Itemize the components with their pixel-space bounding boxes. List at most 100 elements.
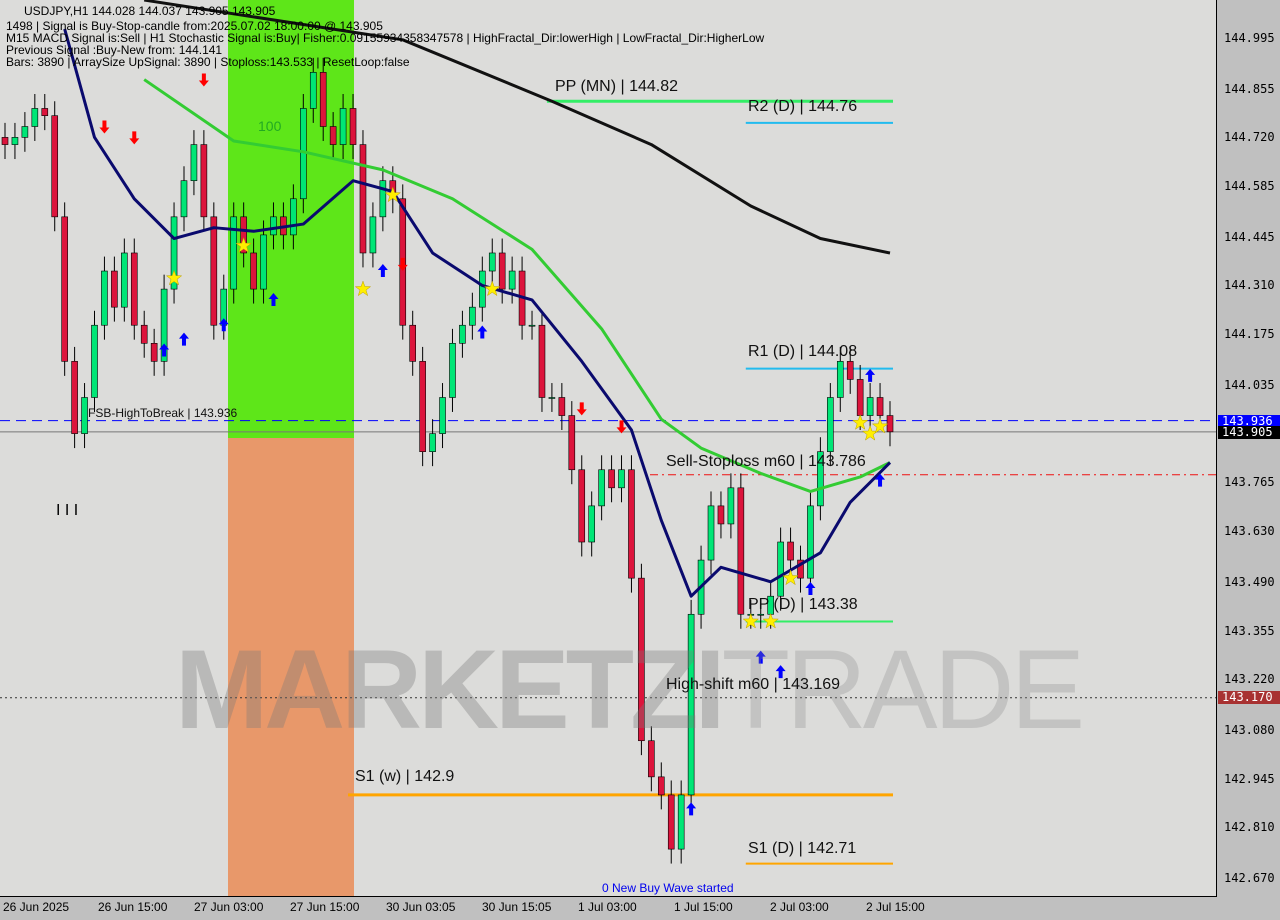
- bear-candle: [61, 216, 68, 362]
- bear-candle: [578, 469, 586, 543]
- bull-candle: [11, 137, 19, 145]
- star-icon: [384, 186, 402, 203]
- buy-arrow-icon: [268, 292, 279, 306]
- bear-candle: [250, 252, 257, 290]
- buy-arrow-icon: [477, 325, 488, 339]
- price-tick-label: 144.720: [1224, 130, 1275, 145]
- bull-candle: [618, 469, 625, 489]
- bull-candle: [290, 198, 297, 236]
- buy-arrow-icon: [775, 665, 786, 679]
- price-tick-label: 143.765: [1224, 475, 1275, 490]
- time-label: 27 Jun 03:00: [194, 900, 264, 914]
- bull-candle: [190, 144, 198, 182]
- bull-candle: [309, 72, 317, 109]
- bull-candle: [31, 108, 39, 127]
- time-label: 30 Jun 03:05: [386, 900, 456, 914]
- bull-candle: [379, 180, 387, 218]
- bull-candle: [429, 433, 436, 452]
- time-label: 1 Jul 03:00: [578, 900, 637, 914]
- bear-candle: [657, 776, 665, 796]
- bear-candle: [140, 324, 148, 344]
- star-icon: [871, 417, 889, 434]
- price-tag: 143.905: [1218, 425, 1280, 439]
- bars-info: Bars: 3890 | ArraySize UpSignal: 3890 | …: [6, 55, 410, 69]
- level-label-sell-stoploss: Sell-Stoploss m60 | 143.786: [666, 453, 866, 470]
- bear-candle: [1, 137, 9, 145]
- bear-candle: [51, 115, 59, 218]
- bear-candle: [359, 144, 367, 254]
- bear-candle: [130, 252, 138, 326]
- time-label: 1 Jul 15:00: [674, 900, 733, 914]
- buy-arrow-icon: [875, 473, 886, 487]
- sell-arrow-icon: [129, 131, 140, 145]
- level-label-pp-d: PP (D) | 143.38: [748, 596, 858, 613]
- bull-candle: [479, 270, 486, 308]
- level-label-s1-d: S1 (D) | 142.71: [748, 840, 857, 857]
- bull-candle: [508, 270, 516, 290]
- time-label: 26 Jun 15:00: [98, 900, 168, 914]
- buy-arrow-icon: [686, 802, 697, 816]
- price-tick-label: 142.945: [1224, 771, 1275, 786]
- level-label-fsb: FSB-HighToBreak | 143.936: [88, 406, 238, 420]
- candlestick-chart: [0, 0, 1216, 896]
- bear-candle: [319, 72, 327, 127]
- price-tick-label: 144.855: [1224, 81, 1275, 96]
- price-tick-label: 144.310: [1224, 278, 1275, 293]
- price-tick-label: 143.080: [1224, 722, 1275, 737]
- bear-candle: [737, 487, 745, 615]
- bull-candle: [488, 252, 496, 272]
- time-label: 2 Jul 03:00: [770, 900, 829, 914]
- zone-label: 100: [258, 118, 282, 134]
- price-tick-label: 143.355: [1224, 623, 1275, 638]
- bull-candle: [727, 487, 735, 525]
- bull-candle: [548, 397, 556, 399]
- bear-candle: [538, 324, 546, 398]
- bull-candle: [160, 288, 168, 362]
- bars-mark: I I I: [56, 502, 79, 519]
- price-tick-label: 142.670: [1224, 871, 1275, 886]
- time-label: 2 Jul 15:00: [866, 900, 925, 914]
- bull-candle: [677, 794, 685, 850]
- price-tag: 143.936: [1218, 414, 1280, 428]
- bull-candle: [528, 324, 536, 327]
- star-icon: [165, 269, 183, 286]
- bear-candle: [648, 740, 655, 778]
- bear-candle: [797, 559, 804, 579]
- buy-arrow-icon: [218, 318, 229, 332]
- bear-candle: [846, 361, 854, 380]
- time-label: 26 Jun 2025: [3, 900, 70, 914]
- bull-candle: [459, 324, 466, 344]
- level-label-s1-w: S1 (w) | 142.9: [355, 768, 455, 785]
- bottom-note: 0 New Buy Wave started: [602, 881, 734, 895]
- bear-candle: [111, 270, 118, 308]
- bull-candle: [827, 397, 834, 452]
- price-tick-label: 143.490: [1224, 574, 1275, 589]
- bear-candle: [240, 216, 247, 254]
- sell-arrow-icon: [99, 120, 110, 134]
- bull-candle: [866, 397, 874, 416]
- bear-candle: [200, 144, 208, 218]
- star-icon: [354, 280, 372, 297]
- bull-candle: [81, 397, 88, 434]
- signal-line: 1498 | Signal is Buy-Stop-candle from:20…: [6, 19, 383, 33]
- chart-plot-area[interactable]: MARKETZITRADE USDJPY,H1 144.028 144.037 …: [0, 0, 1217, 897]
- time-label: 30 Jun 15:05: [482, 900, 552, 914]
- bull-candle: [588, 505, 595, 543]
- bear-candle: [419, 361, 426, 452]
- time-label: 27 Jun 15:00: [290, 900, 360, 914]
- sell-arrow-icon: [198, 73, 209, 87]
- level-label-r1-d: R1 (D) | 144.08: [748, 343, 858, 360]
- bull-candle: [101, 270, 108, 326]
- bear-candle: [667, 794, 675, 850]
- previous-signal: Previous Signal :Buy-New from: 144.141: [6, 43, 223, 57]
- buy-arrow-icon: [865, 368, 876, 382]
- sell-arrow-icon: [397, 257, 408, 271]
- bull-candle: [121, 252, 128, 308]
- bull-candle: [807, 505, 814, 579]
- star-icon: [782, 569, 799, 586]
- bear-candle: [349, 108, 357, 145]
- bull-candle: [817, 451, 824, 507]
- bear-candle: [558, 397, 566, 416]
- bull-candle: [598, 469, 605, 507]
- price-tick-label: 144.445: [1224, 229, 1275, 244]
